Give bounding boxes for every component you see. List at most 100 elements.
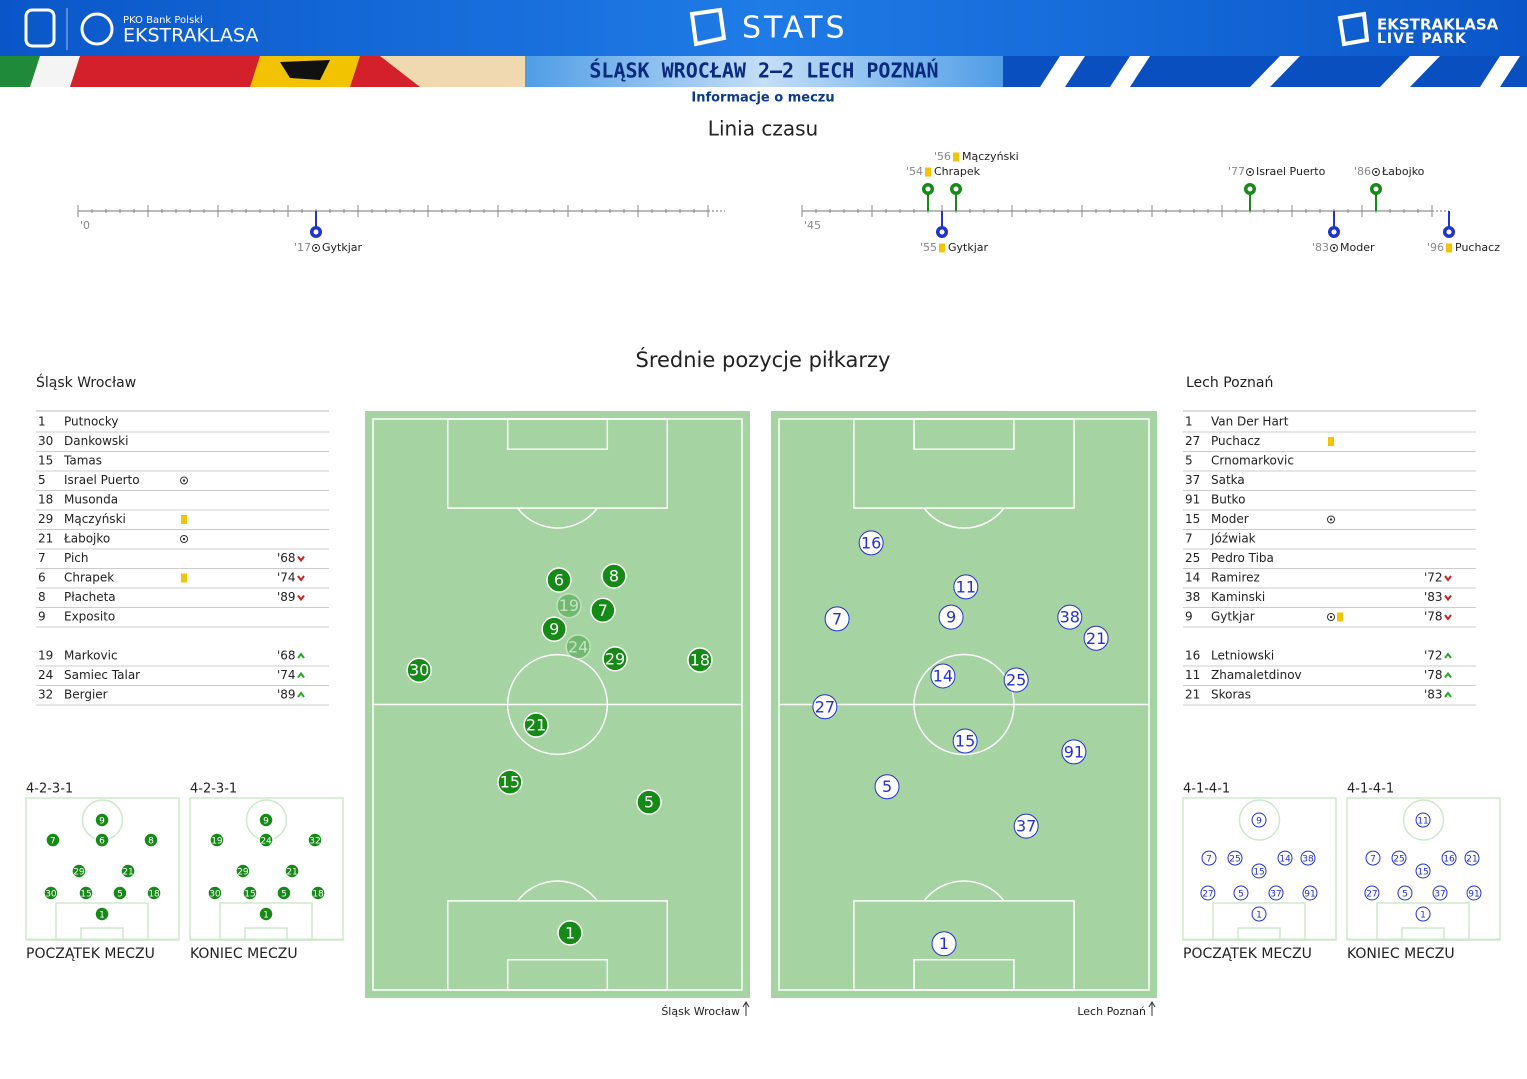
yellow-card [1446,243,1452,253]
player-number: 6 [38,571,46,585]
match-band [525,56,1003,87]
player-marker [143,832,159,848]
player-marker [276,885,292,901]
sub-minute: '83 [1424,688,1443,702]
player-marker-number: 16 [861,533,881,552]
sub-minute: '78 [1424,668,1443,682]
sub-minute: '78 [1424,610,1443,624]
player-marker-number: 9 [1256,817,1262,827]
sub-minute: '68 [277,551,296,565]
band-shape [1480,56,1520,87]
sub-off-arrow [1444,575,1452,582]
player-number: 21 [1185,688,1200,702]
team-name: Śląsk Wrocław [36,373,136,391]
sub-on-arrow [297,691,305,698]
player-marker [557,920,583,946]
player-number: 15 [38,454,53,468]
info-link[interactable]: Informacje o meczu [691,91,834,106]
player-name: Pich [64,551,89,565]
event-player: Israel Puerto [1256,165,1326,178]
event-minute: '77 [1228,165,1245,178]
player-marker-number: 6 [99,837,105,847]
player-name: Markovic [64,649,118,663]
player-name: Exposito [64,610,115,624]
player-marker [523,712,549,738]
event-player: Gytkjar [322,241,363,254]
player-marker-number: 7 [1206,855,1212,865]
pitch-caption: Śląsk Wrocław [661,1005,740,1018]
player-number: 91 [1185,493,1200,507]
pitch-line [517,507,598,529]
player-marker-number: 18 [148,889,160,899]
band-shape [1250,56,1300,87]
direction-arrow [1148,1001,1156,1008]
pin-dot [953,186,959,192]
stats-logo [689,7,727,47]
formation-caption: POCZĄTEK MECZU [26,946,155,962]
pitch-line [913,958,1015,991]
player-marker-number: 21 [122,867,133,877]
player-number: 19 [38,649,53,663]
mini-pitch-line [1238,799,1281,841]
player-number: 5 [1185,454,1193,468]
player-name: Letniowski [1211,649,1274,663]
player-number: 11 [1185,668,1200,682]
player-marker [1003,667,1029,693]
player-marker [1201,850,1217,866]
player-marker-number: 9 [946,608,956,627]
pitch-caption: Lech Poznań [1077,1005,1146,1018]
player-marker [94,906,110,922]
player-number: 37 [1185,473,1200,487]
sub-minute: '89 [277,688,296,702]
player-marker-number: 37 [1270,889,1281,899]
player-marker [112,885,128,901]
goal-icon-dot [182,537,186,541]
player-marker [78,885,94,901]
player-marker-number: 9 [549,620,559,639]
player-marker-number: 25 [1229,855,1240,865]
event-minute: '54 [906,165,923,178]
player-marker-number: 11 [1417,817,1428,827]
player-number: 1 [1185,415,1193,429]
pitch-line [913,418,1015,451]
player-name: Putnocky [64,415,119,429]
mini-pitch-line [1401,927,1445,941]
pitch-line [517,880,598,902]
formation-label: 4-2-3-1 [26,782,73,797]
player-marker-number: 37 [1016,817,1036,836]
player-marker [235,863,251,879]
player-marker [207,885,223,901]
band-shape [0,56,40,87]
player-marker-number: 14 [1279,855,1291,865]
player-marker [242,885,258,901]
mini-pitch-line [80,927,124,941]
player-marker-number: 11 [956,577,976,596]
yellow-card [939,243,945,253]
player-name: Łabojko [63,532,110,546]
timeline-start: '0 [80,219,90,232]
player-marker-number: 1 [1420,911,1426,921]
sponsor: PKO Bank Polski [123,15,203,26]
player-marker [1432,885,1448,901]
player-marker [546,567,572,593]
mini-pitch-line [1402,799,1445,841]
formation-label: 4-1-4-1 [1347,782,1394,797]
player-name: Mączyński [64,512,126,526]
player-name: Israel Puerto [64,473,140,487]
player-marker [1277,850,1293,866]
player-marker [874,774,900,800]
band-shape [380,56,525,87]
player-number: 9 [1185,610,1193,624]
player-name: Skoras [1211,688,1251,702]
player-number: 30 [38,434,53,448]
formation-caption: KONIEC MECZU [1347,946,1455,962]
player-marker [1415,906,1431,922]
event-minute: '17 [294,241,311,254]
event-player: Łabojko [1381,165,1425,178]
player-marker [1391,850,1407,866]
player-marker [1251,812,1267,828]
pitch-line [506,958,609,991]
player-name: Dankowski [64,434,128,448]
player-marker-number: 9 [99,817,105,827]
player-marker-number: 30 [45,889,57,899]
